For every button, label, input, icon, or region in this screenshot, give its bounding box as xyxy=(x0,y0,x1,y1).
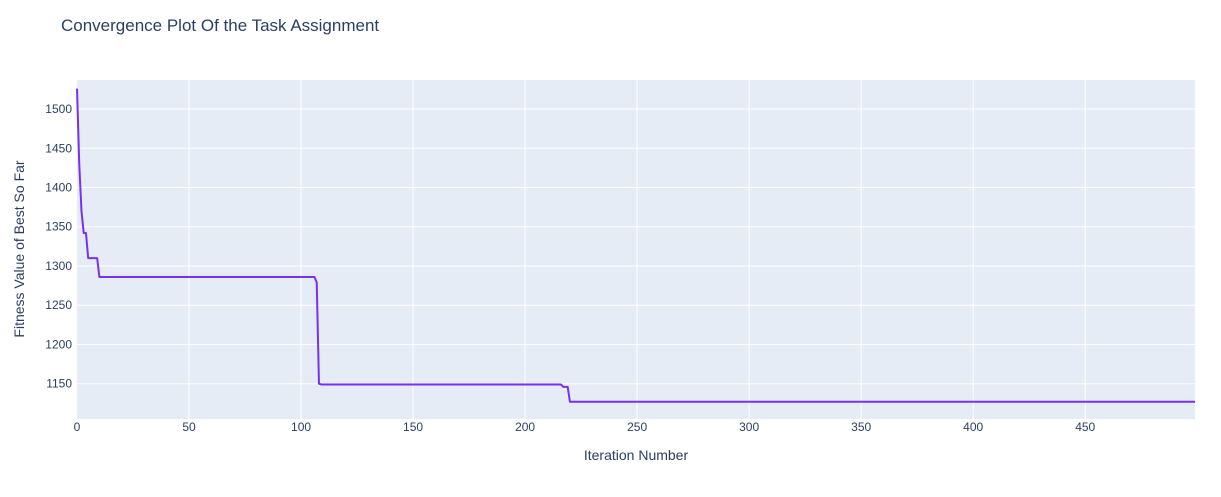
x-tick-label: 0 xyxy=(74,420,81,434)
x-tick-label: 400 xyxy=(963,420,983,434)
y-tick-label: 1250 xyxy=(45,298,72,312)
y-tick-label: 1300 xyxy=(45,259,72,273)
x-tick-labels: 0 50 100 150 200 250 300 350 400 450 xyxy=(74,420,1096,434)
y-tick-label: 1150 xyxy=(46,377,72,391)
y-axis-title: Fitness Value of Best So Far xyxy=(11,160,27,337)
y-gridlines xyxy=(77,108,1195,385)
x-tick-label: 250 xyxy=(627,420,647,434)
y-tick-label: 1450 xyxy=(45,141,72,155)
x-tick-label: 100 xyxy=(291,420,311,434)
y-tick-label: 1350 xyxy=(45,220,72,234)
x-tick-label: 450 xyxy=(1075,420,1095,434)
x-axis-title: Iteration Number xyxy=(584,447,689,463)
plot-area[interactable] xyxy=(77,80,1195,419)
series-line[interactable] xyxy=(76,88,1195,403)
x-tick-label: 300 xyxy=(739,420,759,434)
y-tick-label: 1500 xyxy=(45,102,72,116)
x-gridlines xyxy=(188,80,1086,419)
y-tick-labels: 1150 1200 1250 1300 1350 1400 1450 1500 xyxy=(45,102,72,391)
y-tick-label: 1400 xyxy=(45,181,72,195)
x-tick-label: 350 xyxy=(851,420,871,434)
x-tick-label: 50 xyxy=(182,420,196,434)
series-layer xyxy=(76,88,1195,403)
y-tick-label: 1200 xyxy=(45,337,72,351)
x-tick-label: 200 xyxy=(515,420,535,434)
x-tick-label: 150 xyxy=(403,420,423,434)
chart-title: Convergence Plot Of the Task Assignment xyxy=(61,16,379,35)
